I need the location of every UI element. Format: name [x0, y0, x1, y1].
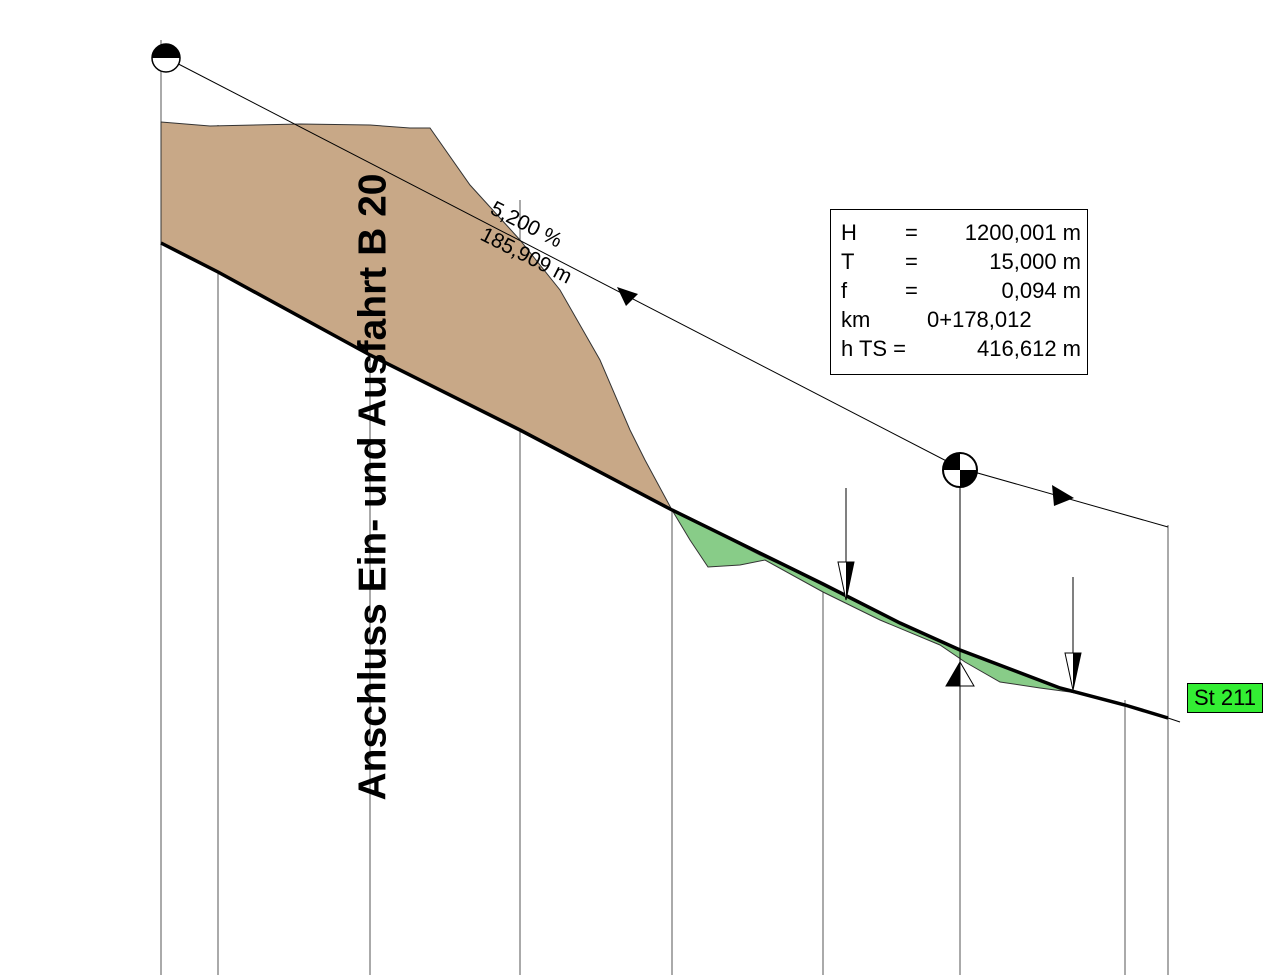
- info-key-t: T: [841, 249, 855, 274]
- page-title: Anschluss Ein- und Ausfahrt B 20: [351, 173, 395, 801]
- fill-area: [670, 508, 1126, 706]
- info-key-h: H: [841, 220, 857, 245]
- info-key-km: km: [841, 307, 871, 332]
- station-label: St 211: [1187, 683, 1263, 713]
- info-row-hts: h TS = 416,612 m: [841, 334, 1081, 363]
- info-eq: =: [905, 220, 918, 245]
- info-value-f: 0,094 m: [1001, 278, 1082, 303]
- gradient-arrow: [617, 287, 638, 306]
- info-row-t: T = 15,000 m: [841, 247, 1081, 276]
- curve-start-marker: [837, 488, 855, 601]
- curve-end-marker: [1064, 577, 1082, 691]
- start-point-symbol: [151, 43, 181, 73]
- grade-extension: [1167, 717, 1181, 723]
- intersection-point-symbol: [942, 452, 978, 488]
- cut-area: [160, 121, 674, 512]
- info-eq: =: [905, 278, 918, 303]
- info-value-hts: 416,612 m: [977, 336, 1081, 361]
- info-key-hts: h TS =: [841, 336, 907, 361]
- info-eq: =: [905, 249, 918, 274]
- vertex-marker: [945, 486, 975, 720]
- info-row-f: f = 0,094 m: [841, 276, 1081, 305]
- info-row-h: H = 1200,001 m: [841, 218, 1081, 247]
- info-key-f: f: [841, 278, 848, 303]
- info-value-km: 0+178,012: [927, 307, 1032, 332]
- design-grade-line: [160, 241, 1169, 720]
- info-value-h: 1200,001 m: [964, 220, 1081, 245]
- info-row-km: km 0+178,012: [841, 305, 1081, 334]
- vertical-curve-info-box: H = 1200,001 m T = 15,000 m f = 0,094 m …: [830, 209, 1088, 375]
- gradient-arrow: [1052, 485, 1074, 506]
- info-value-t: 15,000 m: [989, 249, 1081, 274]
